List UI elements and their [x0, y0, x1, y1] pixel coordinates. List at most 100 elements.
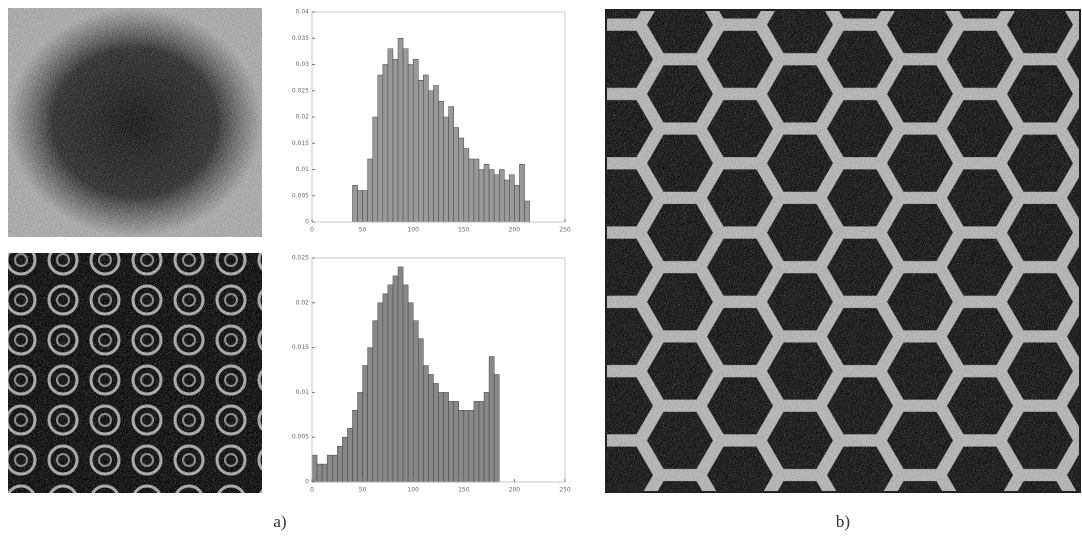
axes-frame [311, 257, 566, 483]
bar [362, 365, 368, 483]
bar [468, 158, 475, 223]
bar [357, 392, 363, 483]
bar [498, 169, 505, 223]
bar [468, 410, 475, 483]
x-tick-label: 150 [458, 487, 470, 494]
bar [402, 48, 409, 223]
y-tick-label: 0 [305, 219, 309, 226]
bar [362, 190, 368, 223]
bar [377, 74, 384, 223]
bar [448, 401, 454, 483]
bar [438, 392, 444, 483]
bar [433, 85, 439, 223]
bar [382, 64, 389, 223]
bar [473, 158, 480, 223]
bar [387, 284, 394, 483]
bar [331, 454, 338, 483]
bar [483, 392, 490, 483]
bar [443, 392, 449, 483]
x-tick-label: 100 [407, 227, 419, 234]
bar [407, 64, 414, 223]
y-tick-label: 0.005 [292, 434, 309, 441]
bar [392, 275, 399, 483]
bar [326, 454, 333, 483]
bar [407, 302, 414, 483]
x-tick-label: 100 [407, 487, 419, 494]
bar [504, 179, 510, 223]
bar [367, 158, 373, 223]
bar [509, 174, 515, 223]
bar [352, 185, 358, 223]
bar [418, 338, 424, 483]
bar [483, 164, 490, 223]
y-tick-label: 0 [305, 479, 309, 486]
y-tick-label: 0.025 [292, 255, 309, 262]
bar [438, 101, 444, 223]
bar [321, 463, 328, 483]
y-tick-label: 0.02 [296, 299, 310, 306]
y-tick-label: 0.01 [296, 166, 310, 173]
bar [337, 445, 343, 483]
x-tick-label: 50 [359, 487, 367, 494]
bar [493, 374, 500, 483]
bar [418, 80, 424, 223]
y-tick-label: 0.01 [296, 389, 310, 396]
bar [342, 436, 348, 483]
bar [397, 266, 404, 483]
bar [357, 190, 363, 223]
x-tick-label: 200 [509, 487, 521, 494]
y-tick-label: 0.02 [296, 114, 310, 121]
x-tick-label: 250 [559, 227, 571, 234]
bar [463, 148, 470, 223]
bar [347, 427, 353, 483]
x-tick-label: 0 [310, 487, 314, 494]
y-tick-label: 0.025 [292, 87, 309, 94]
bar [352, 410, 358, 483]
hex-image [606, 10, 1080, 492]
bar [433, 383, 439, 483]
y-tick-label: 0.015 [292, 140, 309, 147]
bar [443, 116, 449, 223]
y-tick-label: 0.015 [292, 344, 309, 351]
y-tick-label: 0.005 [292, 192, 309, 199]
bar [428, 374, 434, 483]
bar [372, 116, 379, 223]
bar [458, 137, 465, 223]
bar [367, 347, 373, 483]
bar [423, 74, 429, 223]
bar [473, 401, 480, 483]
bar [453, 127, 459, 223]
x-tick-label: 250 [559, 487, 571, 494]
bar [382, 293, 389, 483]
y-tick-label: 0.04 [296, 9, 310, 16]
x-tick-label: 0 [310, 227, 314, 234]
bar [514, 185, 520, 223]
bar [412, 59, 419, 223]
bar [458, 410, 465, 483]
caption: a) [273, 512, 286, 531]
bar [488, 169, 495, 223]
bar [377, 302, 384, 483]
bar [493, 174, 500, 223]
bar [478, 169, 485, 223]
caption: b) [836, 512, 850, 531]
bar [397, 38, 404, 223]
bar [478, 401, 485, 483]
bar [392, 59, 399, 223]
bar [488, 356, 495, 483]
y-tick-label: 0.035 [292, 35, 309, 42]
hex-image-frame [605, 9, 1081, 493]
bar [428, 90, 434, 223]
x-tick-label: 200 [509, 227, 521, 234]
bar [519, 164, 525, 223]
bar [387, 48, 394, 223]
bar [453, 401, 459, 483]
x-tick-label: 150 [458, 227, 470, 234]
bar [412, 320, 419, 483]
bar [448, 106, 454, 223]
bar [372, 320, 379, 483]
bar [311, 454, 318, 483]
photo-top [8, 8, 262, 237]
